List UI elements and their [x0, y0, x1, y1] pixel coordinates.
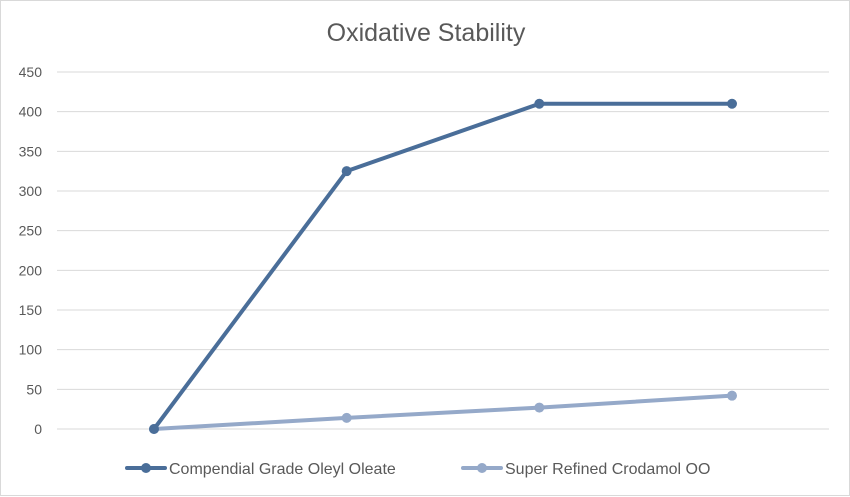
legend-marker-0 — [141, 463, 151, 473]
y-tick-label: 400 — [19, 104, 43, 120]
data-point — [341, 412, 352, 423]
y-axis-ticks: 0 50 100 150 200 250 300 350 400 450 — [19, 64, 43, 437]
legend: Compendial Grade Oleyl Oleate Super Refi… — [125, 461, 710, 478]
data-point — [727, 390, 737, 401]
y-tick-label: 350 — [19, 143, 43, 159]
y-tick-label: 200 — [19, 262, 43, 278]
y-tick-label: 150 — [19, 302, 43, 318]
legend-item-1: Super Refined Crodamol OO — [461, 461, 710, 478]
gridlines — [57, 71, 829, 430]
data-point — [727, 98, 737, 109]
legend-label-0: Compendial Grade Oleyl Oleate — [169, 461, 396, 478]
series-1 — [149, 390, 737, 434]
y-tick-label: 250 — [19, 223, 43, 239]
data-point — [534, 98, 545, 109]
data-point — [534, 402, 545, 413]
data-point — [341, 166, 352, 177]
series-line-0 — [152, 101, 734, 431]
data-point — [149, 424, 159, 434]
y-tick-label: 450 — [19, 64, 43, 80]
y-tick-label: 100 — [19, 342, 43, 358]
legend-marker-1 — [477, 463, 487, 473]
chart-title: Oxidative Stability — [327, 19, 526, 47]
series-layer — [149, 98, 737, 434]
y-tick-label: 50 — [26, 381, 42, 397]
y-tick-label: 0 — [34, 421, 42, 437]
series-line-1 — [152, 393, 734, 431]
series-0 — [149, 98, 737, 434]
legend-item-0: Compendial Grade Oleyl Oleate — [125, 461, 396, 478]
legend-label-1: Super Refined Crodamol OO — [505, 461, 710, 478]
y-tick-label: 300 — [19, 183, 43, 199]
